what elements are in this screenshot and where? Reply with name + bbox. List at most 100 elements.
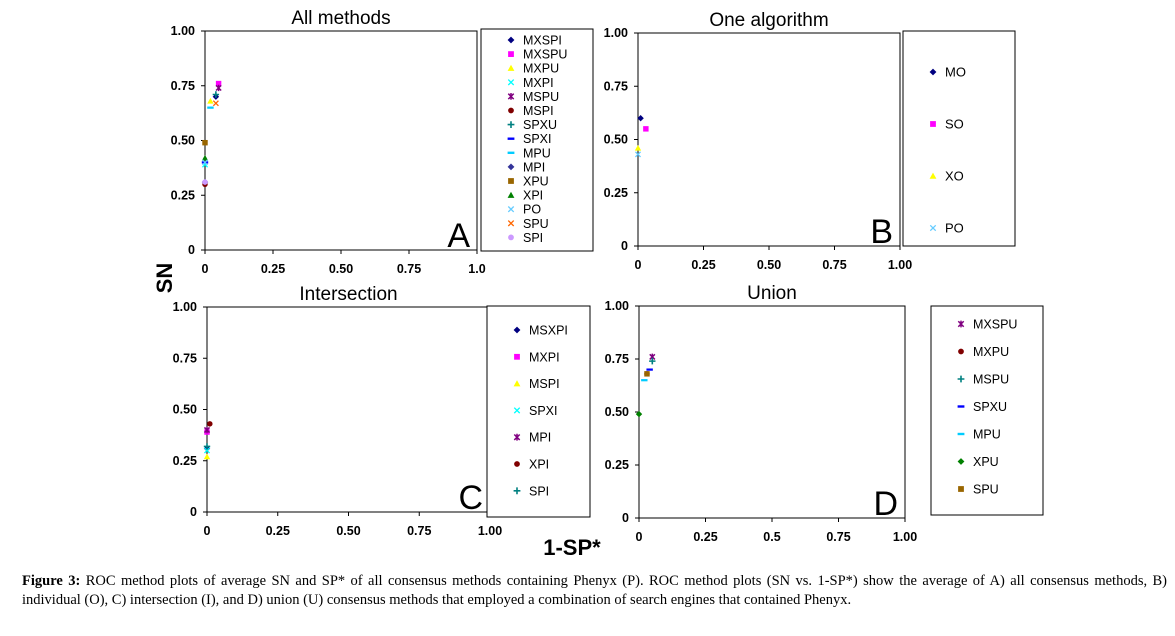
legend-label: MXPU bbox=[973, 345, 1009, 359]
legend-label: MPI bbox=[529, 431, 551, 445]
legend-label: SPI bbox=[529, 484, 549, 498]
data-point bbox=[201, 154, 209, 161]
plot-area bbox=[638, 305, 906, 519]
data-point bbox=[212, 91, 220, 98]
y-tick-label: 0.50 bbox=[604, 133, 628, 147]
x-tick-label: 0.50 bbox=[329, 262, 353, 276]
legend-label: XPI bbox=[529, 458, 549, 472]
x-tick-label: 0 bbox=[636, 530, 643, 544]
y-tick-label: 0.50 bbox=[171, 134, 195, 148]
x-tick-label: 0.75 bbox=[826, 530, 850, 544]
x-tick-label: 1.00 bbox=[478, 524, 502, 538]
legend-marker bbox=[958, 348, 964, 355]
legend-label: SPI bbox=[523, 231, 543, 245]
legend-marker bbox=[929, 68, 937, 76]
legend-label: SPXI bbox=[529, 404, 558, 418]
chart-panel-b: One algorithm 0 0.25 0.50 0.75 1.00 0 0.25 0.50 0… bbox=[604, 10, 1016, 272]
legend-marker bbox=[513, 380, 521, 387]
data-point bbox=[203, 426, 211, 434]
legend: MO SO XO PO bbox=[902, 30, 1016, 247]
data-point bbox=[649, 357, 656, 365]
legend-marker bbox=[958, 486, 964, 492]
legend-label: MSPU bbox=[973, 373, 1009, 387]
legend-marker bbox=[957, 375, 965, 383]
legend-label: SPXI bbox=[523, 132, 552, 146]
legend-label: MXSPU bbox=[973, 318, 1017, 332]
legend-marker bbox=[507, 93, 515, 100]
shared-x-axis-label: 1-SP* bbox=[543, 535, 601, 560]
legend-marker bbox=[508, 107, 514, 114]
x-tick-label: 0.25 bbox=[691, 258, 715, 272]
legend-label: PO bbox=[523, 203, 541, 217]
panel-letter: B bbox=[870, 213, 893, 251]
legend-label: MXPI bbox=[529, 350, 560, 364]
data-point bbox=[637, 115, 644, 122]
x-tick-label: 0.25 bbox=[266, 524, 290, 538]
y-tick-label: 1.00 bbox=[173, 300, 197, 314]
chart-panel-c: Intersection 0 0.25 0.50 0.75 1.00 0 0.25 0.50 0.… bbox=[173, 284, 591, 538]
panel-letter: A bbox=[447, 217, 470, 255]
legend-box bbox=[930, 305, 1044, 516]
legend-marker bbox=[957, 432, 965, 436]
y-tick-label: 0.25 bbox=[171, 188, 195, 202]
plot-area bbox=[637, 32, 901, 247]
y-tick-label: 0.25 bbox=[173, 454, 197, 468]
data-point bbox=[202, 179, 208, 185]
legend-label: MXSPI bbox=[523, 34, 562, 48]
x-tick-label: 0.75 bbox=[407, 524, 431, 538]
legend-box bbox=[486, 305, 591, 518]
legend-label: XO bbox=[945, 169, 964, 184]
legend-label: MXSPU bbox=[523, 48, 567, 62]
data-point bbox=[201, 159, 209, 166]
legend-marker bbox=[507, 163, 515, 171]
legend-label: MXPU bbox=[523, 62, 559, 76]
legend-label: MPU bbox=[523, 146, 551, 160]
legend-box bbox=[480, 28, 594, 252]
legend: MSXPI MXPI MSPI SPXI MPI XPI SPI bbox=[486, 305, 591, 518]
caption-text: ROC method plots of average SN and SP* o… bbox=[22, 573, 1168, 608]
legend-label: MSXPI bbox=[529, 324, 568, 338]
legend-marker bbox=[507, 64, 515, 71]
plot-area bbox=[204, 30, 478, 251]
legend-marker bbox=[929, 224, 937, 232]
data-point bbox=[203, 443, 211, 450]
plot-area bbox=[206, 306, 491, 513]
x-tick-label: 0.50 bbox=[336, 524, 360, 538]
legend-label: PO bbox=[945, 221, 964, 236]
legend-label: MSPI bbox=[529, 377, 560, 391]
data-point bbox=[641, 379, 648, 382]
data-point bbox=[212, 100, 219, 107]
y-tick-label: 1.00 bbox=[605, 299, 629, 313]
legend: MXSPU MXPU MSPU SPXU MPU XPU SPU bbox=[930, 305, 1044, 516]
data-point bbox=[644, 371, 650, 377]
x-tick-label: 0 bbox=[202, 262, 209, 276]
legend-marker bbox=[508, 51, 514, 57]
legend-marker bbox=[957, 320, 965, 328]
data-point bbox=[634, 151, 642, 158]
legend-label: MSPU bbox=[523, 90, 559, 104]
legend-label: XPI bbox=[523, 189, 543, 203]
legend-marker bbox=[507, 79, 515, 86]
data-point bbox=[643, 126, 649, 132]
legend-marker bbox=[930, 121, 936, 127]
y-tick-label: 0.75 bbox=[604, 79, 628, 93]
y-tick-label: 0 bbox=[188, 243, 195, 257]
x-tick-label: 1.00 bbox=[888, 258, 912, 272]
y-tick-label: 0.75 bbox=[605, 352, 629, 366]
legend-marker bbox=[507, 220, 515, 227]
legend-marker bbox=[507, 206, 515, 213]
data-point bbox=[202, 139, 208, 146]
legend-marker bbox=[507, 36, 515, 44]
legend-marker bbox=[513, 487, 521, 495]
y-tick-label: 1.00 bbox=[171, 24, 195, 38]
data-point bbox=[203, 453, 211, 460]
x-tick-label: 0.75 bbox=[397, 262, 421, 276]
chart-title: Union bbox=[747, 283, 797, 304]
y-tick-label: 0.75 bbox=[171, 79, 195, 93]
y-tick-label: 0.25 bbox=[605, 458, 629, 472]
legend-label: SO bbox=[945, 117, 964, 132]
legend-marker bbox=[508, 178, 514, 184]
legend: MXSPIMXSPUMXPUMXPIMSPUMSPISPXUSPXIMPUMPI… bbox=[480, 28, 594, 252]
legend-marker bbox=[513, 407, 521, 414]
legend-marker bbox=[957, 405, 965, 408]
